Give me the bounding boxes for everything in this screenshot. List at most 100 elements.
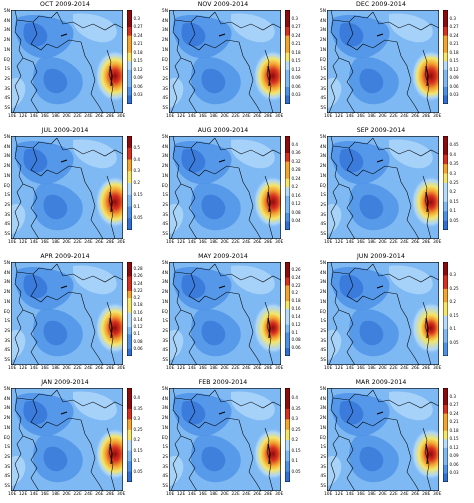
x-tick-label: 14E — [187, 240, 197, 245]
colorbar-tick-label: 0.3 — [133, 416, 141, 422]
colorbar-tick-label: 0.3 — [449, 170, 457, 176]
border-southwest — [338, 435, 356, 491]
y-tick-label: 3S — [320, 86, 326, 92]
y-tick-label: 1S — [4, 67, 10, 73]
river-mark — [376, 411, 384, 415]
colorbar-segment — [285, 52, 290, 62]
map-frame — [11, 262, 123, 365]
x-tick-label: 16E — [356, 114, 366, 119]
x-tick-label: 24E — [84, 114, 93, 119]
colorbar-segment — [443, 422, 448, 432]
colorbar-segment — [285, 419, 290, 431]
y-tick-label: 4S — [320, 474, 326, 480]
y-tick-label: 3S — [320, 212, 326, 218]
colorbar-frame — [127, 262, 132, 356]
colorbar-segment — [127, 183, 132, 196]
x-tick-label: 28E — [106, 366, 115, 371]
border-north — [174, 137, 216, 149]
colorbar-tick-label: 0.4 — [133, 395, 141, 401]
colorbar-tick-label: 0.3 — [291, 15, 299, 21]
colorbar-tick-label: 0.3 — [449, 272, 457, 278]
y-tick-label: 1N — [3, 173, 10, 179]
colorbar-segment — [443, 456, 448, 466]
x-tick-label: 14E — [29, 240, 39, 245]
y-tick-label: 5S — [320, 106, 326, 111]
colorbar-tick-label: 0.03 — [133, 92, 143, 98]
colorbar-tick-label: 0.4 — [449, 151, 457, 157]
x-tick-label: 22E — [389, 114, 398, 119]
border-northeast — [56, 263, 123, 283]
y-tick-label: 4N — [319, 18, 326, 24]
border-central — [346, 147, 398, 177]
y-tick-label: 5N — [319, 9, 326, 14]
y-tick-label: EQ — [161, 309, 168, 315]
river-mark — [376, 285, 384, 289]
field-deep-north — [23, 400, 48, 425]
map-frame — [327, 10, 439, 113]
x-tick-label: 10E — [166, 114, 175, 119]
lake-outline — [425, 443, 429, 465]
x-tick-label: 12E — [176, 240, 186, 245]
river-mark — [376, 159, 384, 163]
colorbar-tick-label: 0.24 — [449, 410, 459, 416]
border-central — [30, 147, 82, 177]
x-tick-label: 26E — [253, 240, 262, 245]
colorbar-tick-label: 0.21 — [449, 41, 459, 47]
colorbar-tick-label: 0.16 — [133, 309, 143, 315]
colorbar-tick-label: 0.08 — [133, 338, 143, 344]
colorbar-segment — [127, 461, 132, 472]
y-tick-label: 1S — [162, 67, 168, 73]
colorbar-segment — [127, 327, 132, 335]
y-tick-label: 4S — [162, 474, 168, 480]
colorbar-segment — [127, 61, 132, 71]
colorbar-tick-label: 0.12 — [291, 321, 301, 327]
x-tick-label: 26E — [411, 492, 420, 497]
colorbar-tick-label: 0.15 — [133, 191, 143, 197]
border-east — [80, 293, 104, 365]
x-tick-label: 28E — [264, 492, 273, 497]
colorbar-segment — [443, 95, 448, 104]
colorbar-segment — [127, 86, 132, 96]
colorbar-frame — [285, 10, 290, 104]
river-mark — [218, 285, 226, 289]
colorbar — [285, 10, 290, 104]
x-tick-label: 14E — [29, 366, 39, 371]
y-tick-label: 2S — [320, 202, 326, 208]
x-tick-label: 28E — [264, 366, 273, 371]
y-tick-label: 2N — [3, 38, 10, 44]
colorbar-tick-label: 0.03 — [449, 92, 459, 98]
colorbar-tick-label: 0.05 — [133, 468, 143, 474]
colorbar-tick-label: 0.2 — [133, 437, 141, 443]
x-tick-label: 22E — [73, 114, 82, 119]
x-tick-label: 18E — [367, 240, 376, 245]
y-tick-label: EQ — [319, 435, 326, 441]
y-tick-label: 2N — [319, 164, 326, 170]
colorbar-segment — [443, 430, 448, 440]
field-deep-north — [339, 274, 364, 299]
map-frame — [169, 10, 281, 113]
map-panel: SEP 2009-2014 5N 4N 3N 2N 1N EQ 1S 2S 3S 4S 5S 10E 12… — [316, 126, 474, 251]
border-east — [238, 41, 262, 113]
colorbar-segment — [285, 277, 290, 286]
x-tick-label: 24E — [242, 114, 251, 119]
y-tick-label: EQ — [319, 183, 326, 189]
colorbar-tick-label: 0.21 — [133, 41, 143, 47]
y-tick-label: 2S — [162, 76, 168, 82]
x-tick-label: 16E — [198, 240, 208, 245]
colorbar-tick-label: 0.24 — [449, 32, 459, 38]
y-tick-label: 1N — [161, 47, 168, 53]
y-tick-label: 2S — [162, 328, 168, 334]
colorbar-frame — [285, 262, 290, 356]
border-northeast — [214, 263, 281, 283]
border-east — [80, 41, 104, 113]
colorbar-segment — [285, 388, 290, 399]
field-pale-northeast — [389, 391, 433, 421]
colorbar-segment — [443, 173, 448, 184]
x-tick-label: 14E — [345, 114, 355, 119]
x-tick-label: 12E — [18, 492, 28, 497]
lake-outline — [267, 443, 271, 465]
colorbar-tick-label: 0.2 — [291, 437, 299, 443]
colorbar-tick-label: 0.32 — [291, 158, 301, 164]
border-north — [16, 137, 58, 149]
colorbar-tick-label: 0.24 — [133, 280, 143, 286]
